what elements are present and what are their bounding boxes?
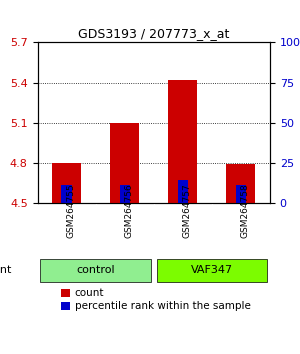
Bar	[61, 185, 72, 203]
Bar	[120, 185, 130, 203]
Bar	[178, 180, 188, 203]
Bar	[226, 164, 256, 203]
Title: GDS3193 / 207773_x_at: GDS3193 / 207773_x_at	[78, 27, 230, 40]
Bar	[52, 163, 81, 203]
FancyBboxPatch shape	[40, 259, 151, 282]
Bar	[61, 302, 70, 310]
Bar	[236, 185, 246, 203]
Text: VAF347: VAF347	[191, 266, 233, 275]
Text: GSM264755: GSM264755	[67, 184, 76, 239]
Text: GSM264758: GSM264758	[241, 184, 250, 239]
Text: GSM264757: GSM264757	[183, 184, 192, 239]
Bar	[61, 290, 70, 297]
Bar	[110, 122, 139, 203]
FancyBboxPatch shape	[157, 259, 267, 282]
Text: percentile rank within the sample: percentile rank within the sample	[75, 301, 250, 311]
Bar	[168, 80, 197, 203]
Text: agent: agent	[0, 266, 11, 275]
Text: GSM264756: GSM264756	[125, 184, 134, 239]
Text: count: count	[75, 289, 104, 298]
Text: control: control	[76, 266, 115, 275]
